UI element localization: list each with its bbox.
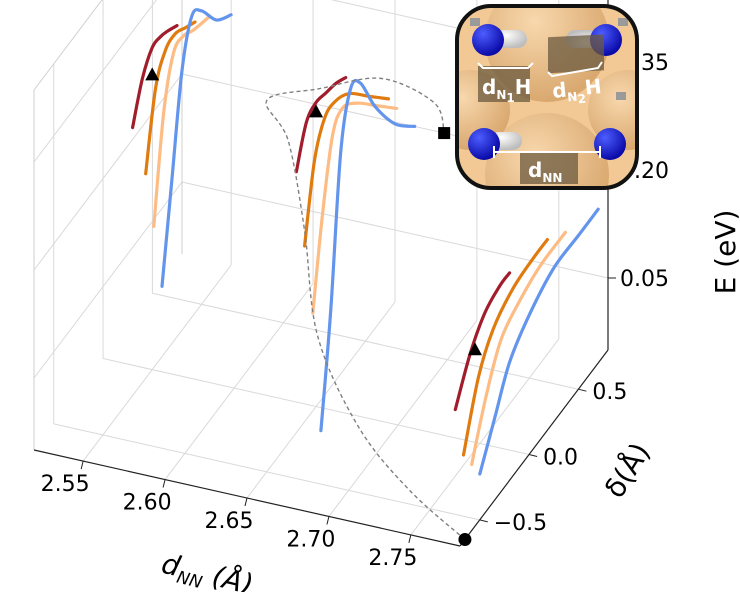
nitrogen-atom [472,24,504,56]
z-tick-label: 0.05 [620,267,669,292]
square-marker [438,127,451,140]
circle-marker [458,532,472,546]
inset-label-dn2h: dN2H [551,74,603,109]
energy-curve-0-3 [160,8,233,288]
grid-line [33,73,183,271]
y-tick-label: −0.5 [494,511,547,536]
x-tick-label: 2.65 [205,509,254,534]
molecule-inset: dN1H dN2H dNN [455,4,639,190]
min-energy-path [265,77,466,541]
energy-curves [131,8,600,476]
nitrogen-atom [594,128,626,160]
y-tick [578,388,587,392]
x-axis-label: dNN (Å) [157,546,257,592]
inset-frame [455,4,639,190]
x-tick-label: 2.55 [41,472,90,497]
energy-curve-2-2 [470,230,567,467]
x-tick [408,534,412,544]
x-tick-label: 2.70 [286,527,335,552]
energy-curve-2-0 [453,271,512,412]
inset-label-dnn: dNN [528,158,562,185]
grid-line [53,423,480,521]
grid-line [164,283,314,480]
energy-curve-1-0 [294,76,348,174]
grid-line [246,301,396,499]
nitrogen-atom [468,128,500,160]
x-tick [244,497,248,507]
x-tick [326,516,330,525]
x-tick [80,460,84,470]
y-tick [479,519,488,523]
grid-line [33,181,183,379]
energy-curve-0-2 [152,16,210,228]
x-tick [162,479,166,488]
grid-line [82,264,232,462]
energy-curve-0-1 [144,20,197,176]
energy-curve-1-2 [311,101,399,315]
dashed-path [265,77,466,541]
x-tick-label: 2.75 [368,546,417,571]
grid-line [181,181,609,279]
y-axis-line [459,349,609,547]
inset-label-dn1h: dN1H [482,75,531,105]
y-tick-label: 0.0 [543,446,578,471]
energy-curve-2-3 [478,207,600,476]
triangle-marker [145,67,160,81]
z-axis-label: E (eV) [709,210,740,295]
y-tick [528,454,538,458]
y-tick-label: 0.5 [592,380,627,405]
y-axis-label: δ(Å) [597,436,657,503]
x-tick-label: 2.60 [123,491,172,516]
markers [145,67,482,546]
grid-line [102,358,530,456]
triangle-marker [309,104,324,118]
energy-curve-2-1 [461,238,549,457]
energy-curve-1-3 [319,78,417,433]
grid-line [410,338,560,536]
triangle-marker [467,342,482,356]
pane-edge [33,0,103,91]
grid-line [33,0,157,163]
energy-curve-0-0 [131,24,179,130]
grid-line [328,320,478,517]
